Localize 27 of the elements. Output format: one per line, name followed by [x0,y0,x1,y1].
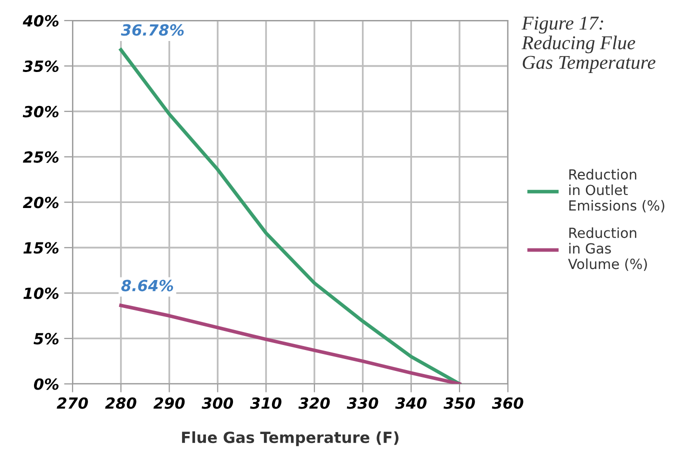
y-tick-label: 15% [23,242,59,254]
annotation: 8.64% [121,280,174,292]
y-tick-label: 5% [34,332,59,344]
x-tick-label: 310 [250,397,282,409]
x-tick-label: 280 [105,397,136,409]
x-tick-label: 350 [444,397,475,409]
line-series [119,304,462,384]
x-tick-label: 300 [202,397,234,409]
annotation: 36.78% [120,24,184,36]
x-tick-label: 340 [395,397,427,409]
y-tick-label: 20% [22,196,59,208]
x-tick-label: 320 [298,397,330,409]
y-tick-label: 35% [22,60,59,72]
x-tick-label: 330 [346,397,378,409]
legend-label: Reduction in Outlet Emissions (%) [569,168,664,212]
x-tick-label: 290 [153,397,185,409]
y-tick-label: 30% [22,106,59,118]
y-tick-label: 25% [22,151,59,163]
x-tick-label: 270 [56,397,88,409]
y-tick-label: 40% [22,15,59,27]
x-axis-title: Flue Gas Temperature (F) [182,431,398,446]
x-tick-label: 360 [492,397,524,409]
y-tick-label: 0% [34,378,59,390]
text: Figure 17: Reducing Flue Gas Temperature [522,16,656,73]
line-series [119,48,462,384]
y-tick-label: 10% [23,288,59,300]
legend-label: Reduction in Gas Volume (%) [568,227,647,271]
